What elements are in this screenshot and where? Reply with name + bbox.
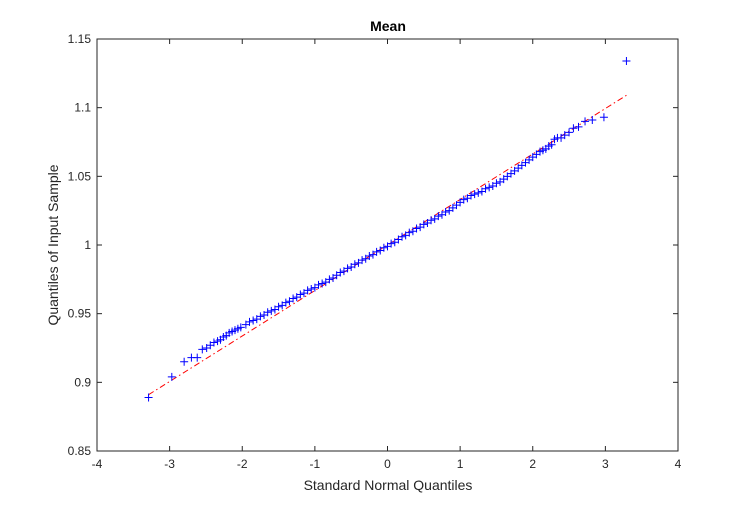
- data-point: [574, 122, 583, 131]
- data-point: [358, 256, 367, 265]
- data-point: [263, 308, 272, 317]
- data-point: [307, 284, 316, 293]
- data-point: [289, 294, 298, 303]
- data-point: [492, 179, 501, 188]
- data-point: [474, 188, 483, 197]
- x-tick-label: 0: [384, 457, 391, 471]
- data-point: [569, 124, 578, 133]
- x-tick-label: 1: [457, 457, 464, 471]
- data-point: [481, 184, 490, 193]
- y-tick-label: 0.85: [68, 444, 92, 458]
- data-point: [419, 220, 428, 229]
- data-point: [547, 140, 556, 149]
- y-tick-label: 1.15: [68, 32, 92, 46]
- data-point: [622, 56, 631, 65]
- data-point: [372, 247, 381, 256]
- data-point: [281, 298, 290, 307]
- data-point: [350, 260, 359, 269]
- data-point: [303, 286, 312, 295]
- data-point: [325, 275, 334, 284]
- data-point: [387, 239, 396, 248]
- y-axis: 0.85 0.9 0.95 1 1.05 1.1 1.15: [68, 32, 678, 458]
- y-tick-label: 1.1: [74, 101, 91, 115]
- data-point: [412, 224, 421, 233]
- data-point: [588, 116, 597, 125]
- data-point: [485, 183, 494, 192]
- data-point: [256, 312, 265, 321]
- y-tick-label: 1: [84, 238, 91, 252]
- chart-title: Mean: [370, 18, 406, 34]
- data-point: [336, 268, 345, 277]
- data-point: [459, 195, 468, 204]
- y-tick-label: 0.9: [74, 375, 91, 389]
- data-point: [274, 302, 283, 311]
- data-points: [144, 56, 631, 402]
- data-point: [581, 117, 590, 126]
- data-point: [398, 232, 407, 241]
- y-axis-label: Quantiles of Input Sample: [45, 164, 61, 325]
- x-tick-label: 3: [602, 457, 609, 471]
- x-tick-label: 4: [675, 457, 682, 471]
- data-point: [467, 191, 476, 200]
- x-axis: -4 -3 -2 -1 0 1 2 3 4: [92, 39, 682, 471]
- data-point: [365, 251, 374, 260]
- y-tick-label: 1.05: [68, 169, 92, 183]
- data-point: [180, 357, 189, 366]
- data-point: [167, 372, 176, 381]
- data-point: [296, 290, 305, 299]
- x-tick-label: 2: [529, 457, 536, 471]
- data-point: [434, 212, 443, 221]
- data-point: [379, 243, 388, 252]
- data-point: [599, 113, 608, 122]
- x-axis-label: Standard Normal Quantiles: [304, 477, 473, 493]
- data-point: [249, 316, 258, 325]
- data-point: [236, 323, 245, 332]
- data-point: [405, 228, 414, 237]
- data-point: [144, 393, 153, 402]
- data-point: [441, 208, 450, 217]
- x-tick-label: -1: [310, 457, 321, 471]
- data-point: [565, 128, 574, 137]
- data-point: [343, 264, 352, 273]
- data-point: [560, 131, 569, 140]
- data-point: [427, 216, 436, 225]
- data-point: [198, 345, 207, 354]
- x-tick-label: -4: [92, 457, 103, 471]
- data-point: [245, 317, 254, 326]
- data-point: [314, 280, 323, 289]
- data-point: [193, 353, 202, 362]
- x-tick-label: -3: [164, 457, 175, 471]
- data-point: [470, 190, 479, 199]
- data-point: [267, 306, 276, 315]
- y-tick-label: 0.95: [68, 307, 92, 321]
- data-point: [318, 279, 327, 288]
- x-tick-label: -2: [237, 457, 248, 471]
- data-point: [209, 338, 218, 347]
